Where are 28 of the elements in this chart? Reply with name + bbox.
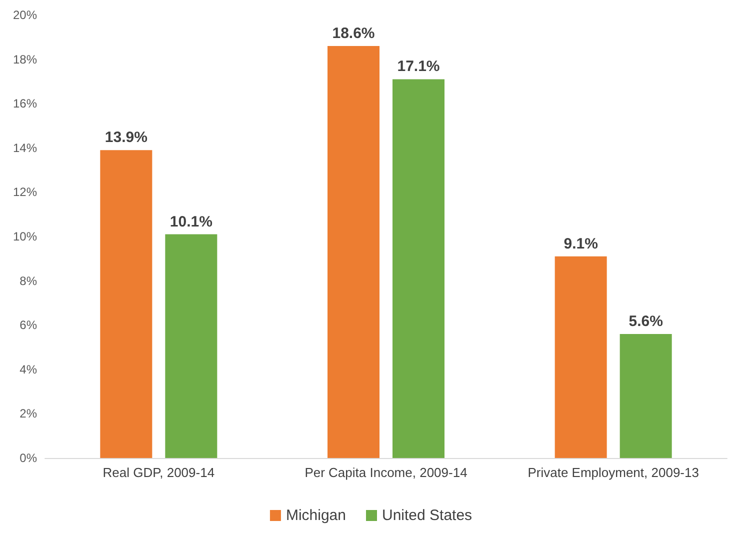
y-tick-label: 18%	[12, 52, 38, 66]
bar	[392, 79, 444, 458]
y-tick-label: 2%	[20, 406, 38, 421]
y-tick-label: 0%	[20, 451, 38, 465]
data-label: 17.1%	[397, 58, 440, 76]
bar	[100, 150, 152, 458]
data-label: 10.1%	[170, 213, 212, 230]
x-tick-label: Per Capita Income, 2009-14	[304, 465, 468, 480]
data-label: 18.6%	[332, 25, 375, 42]
bar	[328, 46, 380, 458]
bar	[165, 234, 218, 458]
data-label: 9.1%	[564, 235, 598, 252]
bar	[554, 256, 607, 458]
x-tick-label: Real GDP, 2009-14	[102, 465, 215, 480]
y-tick-label: 12%	[12, 185, 38, 200]
data-label: 5.6%	[628, 312, 663, 330]
y-tick-label: 14%	[12, 140, 38, 155]
y-tick-label: 16%	[12, 96, 38, 111]
legend-label: United States	[382, 507, 472, 524]
y-tick-label: 8%	[20, 274, 38, 288]
x-tick-label: Private Employment, 2009-13	[528, 465, 699, 480]
y-tick-label: 10%	[12, 230, 38, 244]
legend-label: Michigan	[286, 507, 346, 524]
data-label: 13.9%	[104, 129, 148, 146]
y-tick-label: 6%	[20, 318, 38, 332]
y-tick-label: 4%	[20, 362, 38, 376]
bar	[620, 334, 672, 458]
y-tick-label: 20%	[12, 8, 38, 22]
